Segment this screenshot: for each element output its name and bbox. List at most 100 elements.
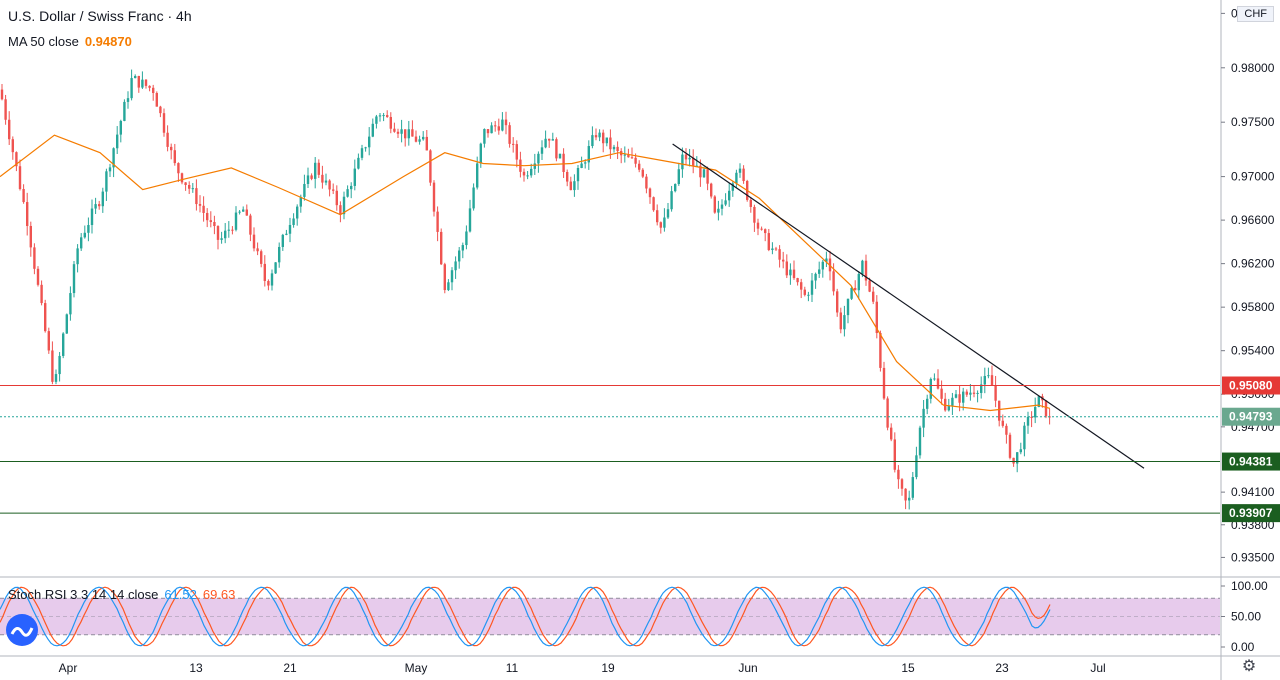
currency-badge[interactable]: CHF: [1237, 6, 1274, 22]
candle-body: [137, 75, 140, 88]
candle-body: [353, 168, 356, 186]
candle-body: [1019, 449, 1022, 453]
candle-body: [108, 167, 112, 172]
candle-body: [267, 280, 270, 286]
candle-body: [234, 212, 238, 230]
candle-body: [1037, 396, 1040, 407]
candle-body: [576, 168, 580, 182]
support-2-label-bg: [1222, 504, 1280, 523]
candle-body: [260, 251, 263, 264]
candle-body: [944, 398, 947, 411]
candle-body: [512, 143, 515, 145]
price-tick-label: 0.97000: [1231, 170, 1275, 184]
candle-body: [159, 106, 162, 114]
candle-body: [188, 184, 191, 189]
candle-body: [263, 263, 266, 281]
candle-body: [342, 196, 346, 215]
stoch-k-value: 61.52: [164, 587, 197, 602]
candle-body: [461, 245, 464, 251]
candle-body: [522, 171, 526, 176]
candle-body: [911, 477, 914, 498]
candle-body: [713, 196, 716, 213]
time-tick-label: May: [405, 661, 428, 675]
candle-body: [544, 138, 547, 148]
candle-body: [594, 135, 598, 138]
candle-body: [832, 271, 835, 292]
candle-body: [231, 229, 234, 231]
symbol-legend: U.S. Dollar / Swiss Franc · 4h: [8, 8, 192, 24]
candle-body: [418, 139, 421, 142]
candle-body: [526, 175, 529, 177]
stoch-tick-label: 0.00: [1231, 640, 1255, 654]
candle-body: [857, 273, 860, 291]
candle-body: [303, 183, 306, 197]
tradingview-logo-icon[interactable]: [6, 614, 38, 646]
candle-body: [1044, 400, 1048, 417]
candle-body: [411, 129, 414, 137]
candle-body: [774, 248, 778, 250]
candle-body: [486, 129, 490, 134]
candle-body: [800, 282, 803, 290]
candle-body: [810, 280, 814, 295]
candle-body: [44, 303, 47, 332]
ma-label: MA 50 close: [8, 34, 79, 49]
candle-body: [854, 287, 857, 291]
candle-body: [238, 211, 241, 213]
candle-body: [94, 204, 97, 209]
stoch-tick-label: 50.00: [1231, 610, 1261, 624]
candle-body: [339, 205, 342, 215]
candle-body: [429, 150, 432, 183]
candle-body: [407, 129, 410, 139]
candle-body: [756, 222, 760, 229]
candle-body: [508, 125, 511, 144]
candle-body: [450, 270, 454, 283]
candle-body: [954, 394, 958, 398]
candle-body: [206, 212, 209, 221]
candle-body: [771, 248, 774, 251]
candle-body: [933, 378, 936, 380]
candle-body: [936, 378, 940, 389]
support-1-label: 0.94381: [1229, 455, 1273, 469]
candle-body: [731, 183, 734, 191]
candle-body: [155, 93, 158, 107]
candle-body: [976, 392, 979, 394]
candle-body: [749, 199, 752, 207]
candle-body: [368, 136, 371, 148]
candle-body: [785, 261, 788, 276]
candle-body: [72, 264, 76, 294]
candle-body: [998, 400, 1001, 421]
candle-body: [760, 228, 763, 230]
candle-body: [299, 196, 302, 207]
candle-body: [195, 188, 198, 205]
candle-body: [476, 163, 479, 188]
stoch-k-line: [0, 586, 1051, 647]
candle-body: [652, 197, 655, 211]
candle-body: [62, 333, 65, 356]
downtrend-line[interactable]: [672, 143, 1145, 469]
candle-body: [674, 183, 677, 192]
time-tick-label: 11: [506, 661, 519, 675]
price-tick-label: 0.93500: [1231, 550, 1275, 564]
current-price-label: 0.94793: [1229, 410, 1273, 424]
candle-body: [15, 152, 18, 167]
candle-body: [551, 139, 554, 141]
candle-body: [224, 230, 227, 239]
price-axis[interactable]: [1221, 0, 1280, 680]
settings-gear-icon[interactable]: ⚙: [1241, 658, 1257, 675]
candle-body: [630, 157, 634, 159]
candle-body: [627, 154, 630, 158]
stoch-legend: Stoch RSI 3 3 14 14 close 61.52 69.63: [8, 587, 235, 602]
candle-body: [616, 146, 619, 152]
candle-body: [548, 138, 551, 141]
candle-body: [663, 217, 666, 228]
candle-body: [864, 260, 868, 281]
time-tick-label: 15: [901, 661, 915, 675]
candle-body: [882, 367, 886, 399]
candle-body: [839, 312, 842, 330]
candle-body: [1005, 425, 1008, 435]
candle-body: [587, 146, 590, 163]
candle-body: [479, 143, 482, 164]
candle-body: [738, 168, 742, 173]
time-tick-label: Jul: [1090, 661, 1105, 675]
